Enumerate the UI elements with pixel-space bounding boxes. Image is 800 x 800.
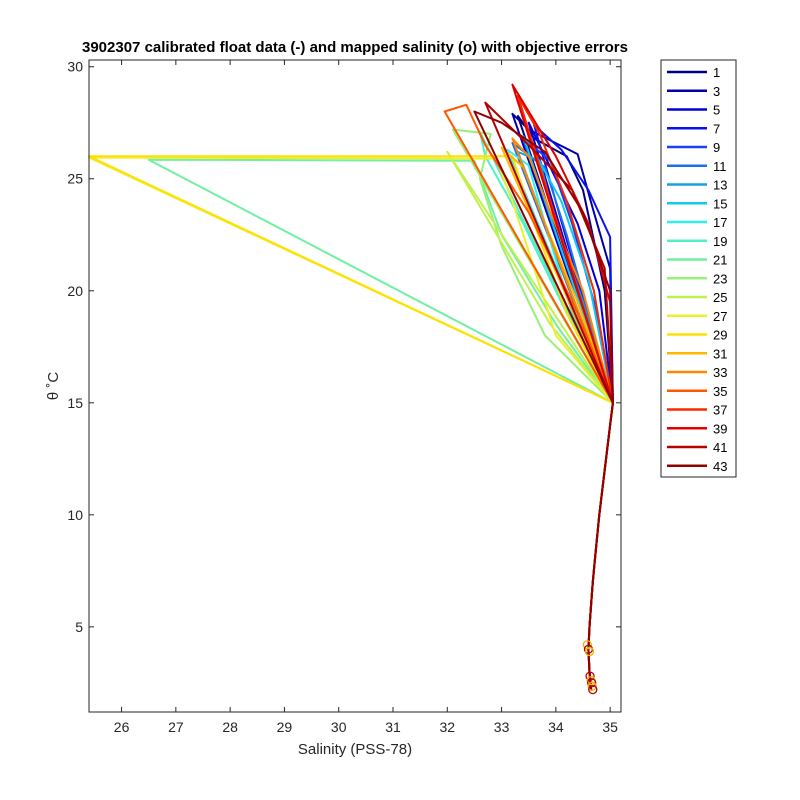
legend-label-17: 17 bbox=[713, 215, 727, 230]
mapped-point bbox=[585, 671, 595, 681]
x-tick-label: 28 bbox=[222, 719, 238, 735]
legend-label-27: 27 bbox=[713, 309, 727, 324]
mapped-point bbox=[588, 684, 598, 695]
x-tick-label: 31 bbox=[385, 719, 401, 735]
legend-label-41: 41 bbox=[713, 440, 727, 455]
series-line-43 bbox=[473, 110, 614, 691]
legend-label-9: 9 bbox=[713, 140, 720, 155]
y-axis-label: θ ˚C bbox=[45, 372, 62, 401]
x-axis: 26 27 28 29 30 31 32 33 34 35 bbox=[114, 60, 618, 735]
y-tick-label: 10 bbox=[67, 507, 83, 523]
legend-label-23: 23 bbox=[713, 271, 727, 286]
x-tick-label: 30 bbox=[331, 719, 347, 735]
chart-title: 3902307 calibrated float data (-) and ma… bbox=[82, 39, 628, 56]
mapped-point bbox=[582, 640, 592, 650]
legend-label-31: 31 bbox=[713, 346, 727, 361]
x-tick-label: 26 bbox=[114, 719, 130, 735]
x-tick-label: 33 bbox=[494, 719, 510, 735]
legend-label-21: 21 bbox=[713, 253, 727, 268]
legend-label-29: 29 bbox=[713, 328, 727, 343]
x-axis-label: Salinity (PSS-78) bbox=[298, 741, 412, 758]
legend-label-25: 25 bbox=[713, 290, 727, 305]
x-tick-label: 27 bbox=[168, 719, 184, 735]
legend-label-43: 43 bbox=[713, 459, 727, 474]
x-tick-label: 32 bbox=[439, 719, 455, 735]
y-tick-label: 5 bbox=[75, 619, 83, 635]
x-tick-label: 29 bbox=[277, 719, 293, 735]
legend-label-19: 19 bbox=[713, 234, 727, 249]
mapped-point bbox=[587, 681, 597, 691]
mapped-point bbox=[584, 646, 595, 657]
x-tick-label: 34 bbox=[548, 719, 564, 735]
y-tick-label: 15 bbox=[67, 395, 83, 411]
mapped-point bbox=[587, 678, 597, 688]
legend-label-33: 33 bbox=[713, 365, 727, 380]
legend-label-7: 7 bbox=[713, 121, 720, 136]
legend-label-39: 39 bbox=[713, 421, 727, 436]
legend-label-11: 11 bbox=[713, 159, 727, 174]
y-tick-label: 30 bbox=[67, 59, 83, 75]
mapped-layer bbox=[582, 640, 598, 695]
legend-label-1: 1 bbox=[713, 65, 720, 80]
legend-label-13: 13 bbox=[713, 178, 727, 193]
legend-label-5: 5 bbox=[713, 103, 720, 118]
legend-label-15: 15 bbox=[713, 196, 727, 211]
series-layer bbox=[88, 83, 614, 691]
legend-label-35: 35 bbox=[713, 384, 727, 399]
y-tick-label: 20 bbox=[67, 283, 83, 299]
x-tick-label: 35 bbox=[602, 719, 618, 735]
plot-border bbox=[88, 59, 622, 713]
y-axis: 5 10 15 20 25 30 bbox=[67, 59, 621, 635]
y-tick-label: 25 bbox=[67, 171, 83, 187]
legend-label-3: 3 bbox=[713, 84, 720, 99]
legend-label-37: 37 bbox=[713, 403, 727, 418]
